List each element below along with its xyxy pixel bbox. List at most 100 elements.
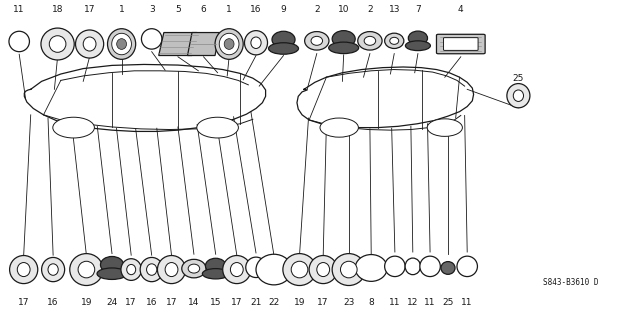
Text: 5: 5 [175,5,180,14]
Text: 17: 17 [84,5,95,14]
Ellipse shape [355,255,387,281]
Text: 12: 12 [407,298,419,307]
Ellipse shape [390,37,399,44]
Ellipse shape [230,263,243,277]
Ellipse shape [83,37,96,51]
Ellipse shape [269,43,298,54]
Text: 3: 3 [149,5,154,14]
Ellipse shape [507,84,530,108]
Text: 22: 22 [268,298,280,307]
Text: 1: 1 [227,5,232,14]
Ellipse shape [165,263,178,277]
Text: 17: 17 [166,298,177,307]
Ellipse shape [457,256,477,277]
Text: 17: 17 [18,298,29,307]
Ellipse shape [291,261,308,278]
Text: 11: 11 [461,298,473,307]
Text: 13: 13 [388,5,400,14]
Text: 7: 7 [415,5,420,14]
Ellipse shape [188,264,200,273]
Text: 11: 11 [389,298,401,307]
Ellipse shape [10,256,38,284]
Text: 8: 8 [369,298,374,307]
Ellipse shape [205,258,226,273]
Ellipse shape [311,36,323,45]
Ellipse shape [358,32,382,50]
Ellipse shape [317,263,330,277]
Polygon shape [188,33,220,56]
Text: 16: 16 [47,298,59,307]
Ellipse shape [256,254,292,285]
Ellipse shape [320,118,358,137]
Text: 1: 1 [119,5,124,14]
Text: 17: 17 [317,298,329,307]
FancyBboxPatch shape [444,38,478,50]
Ellipse shape [157,256,186,284]
Text: 2: 2 [367,5,372,14]
Text: 9: 9 [281,5,286,14]
Ellipse shape [76,30,104,58]
Ellipse shape [17,263,30,277]
Ellipse shape [406,41,431,51]
Ellipse shape [385,33,404,48]
Text: 24: 24 [106,298,118,307]
Ellipse shape [127,264,136,275]
Ellipse shape [141,29,162,49]
Text: 25: 25 [442,298,454,307]
Text: 18: 18 [52,5,63,14]
Ellipse shape [364,36,376,45]
Ellipse shape [116,39,127,49]
Ellipse shape [332,31,355,47]
Ellipse shape [305,32,329,50]
Ellipse shape [223,256,251,284]
Text: 6: 6 [201,5,206,14]
Ellipse shape [340,261,357,278]
Ellipse shape [283,254,316,286]
Text: 17: 17 [231,298,243,307]
Text: 4: 4 [458,5,463,14]
Text: 16: 16 [146,298,157,307]
Ellipse shape [244,31,268,55]
Ellipse shape [112,33,131,55]
Ellipse shape [140,257,163,282]
Ellipse shape [48,264,58,275]
Ellipse shape [182,259,206,278]
Ellipse shape [202,269,229,279]
Ellipse shape [53,117,95,138]
Ellipse shape [9,31,29,52]
Ellipse shape [246,257,266,278]
Text: 19: 19 [294,298,305,307]
Ellipse shape [224,39,234,49]
FancyBboxPatch shape [436,34,485,54]
Text: 15: 15 [210,298,221,307]
Ellipse shape [309,256,337,284]
Ellipse shape [197,117,239,138]
Ellipse shape [408,31,428,45]
Text: 11: 11 [13,5,25,14]
Text: 10: 10 [338,5,349,14]
Ellipse shape [441,262,455,274]
Ellipse shape [70,254,103,286]
Text: 25: 25 [513,74,524,83]
Ellipse shape [121,259,141,280]
Polygon shape [159,33,197,56]
Ellipse shape [428,119,462,137]
Ellipse shape [42,257,65,282]
Text: 2: 2 [314,5,319,14]
Ellipse shape [405,258,420,275]
Text: 23: 23 [343,298,355,307]
Ellipse shape [41,28,74,60]
Text: 16: 16 [250,5,262,14]
Ellipse shape [108,29,136,59]
Text: 14: 14 [188,298,200,307]
Ellipse shape [329,42,358,54]
Ellipse shape [78,261,95,278]
Ellipse shape [251,37,261,48]
Text: 19: 19 [81,298,92,307]
Ellipse shape [513,90,524,101]
Ellipse shape [385,256,405,277]
Ellipse shape [49,36,66,52]
Ellipse shape [147,264,157,275]
Ellipse shape [220,33,239,55]
Ellipse shape [272,31,295,48]
